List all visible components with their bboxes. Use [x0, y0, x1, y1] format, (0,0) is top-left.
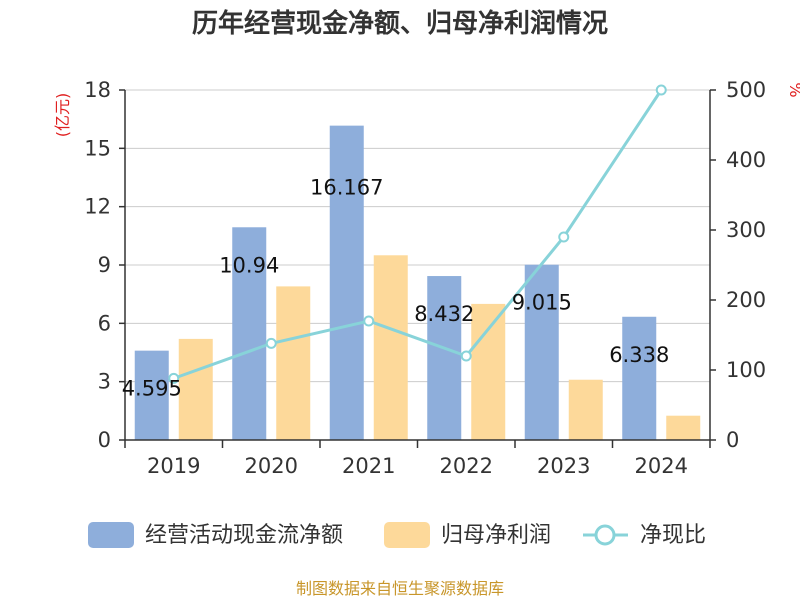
- data-label-cash-flow: 6.338: [609, 343, 669, 367]
- right-tick-label: 500: [726, 78, 766, 102]
- data-label-cash-flow: 9.015: [512, 291, 572, 315]
- bar-net-profit: [276, 286, 311, 440]
- bar-net-profit: [373, 255, 408, 440]
- bar-net-profit: [666, 415, 701, 440]
- legend-label-ratio: 净现比: [640, 523, 706, 548]
- left-tick-label: 0: [98, 428, 111, 452]
- x-tick-label: 2024: [635, 454, 688, 478]
- left-tick-label: 6: [98, 311, 111, 335]
- ratio-point: [558, 231, 570, 243]
- x-tick-label: 2023: [537, 454, 590, 478]
- axes: 0 3 6 9 12 15 18 0 100 200 300 400 500 2019 2020 2021 20…: [84, 78, 766, 478]
- bar-net-profit: [178, 338, 213, 440]
- bar-cash-flow: [427, 276, 462, 440]
- right-tick-label: 400: [726, 148, 766, 172]
- bar-cash-flow: [329, 125, 364, 441]
- bar-cash-flow: [134, 350, 169, 440]
- ratio-line: [168, 84, 667, 384]
- legend-label-cash-flow: 经营活动现金流净额: [145, 523, 343, 548]
- ratio-point: [168, 372, 180, 384]
- bars: [134, 125, 701, 441]
- data-label-cash-flow: 16.167: [310, 176, 383, 200]
- bar-net-profit: [471, 303, 506, 440]
- data-label-cash-flow: 8.432: [414, 302, 474, 326]
- right-axis-unit: %: [786, 82, 800, 97]
- ratio-line-path: [173, 89, 663, 380]
- legend-label-net-profit: 归母净利润: [441, 523, 551, 548]
- source-note: 制图数据来自恒生聚源数据库: [296, 579, 504, 598]
- left-axis-unit: (亿元): [53, 93, 72, 138]
- data-labels: 4.595 10.94 16.167 8.432 9.015 6.338: [122, 176, 670, 401]
- legend-marker-ratio: [594, 524, 616, 546]
- x-tick-label: 2019: [147, 454, 200, 478]
- ratio-point: [265, 337, 277, 349]
- ratio-point: [655, 84, 667, 96]
- right-tick-label: 0: [726, 428, 739, 452]
- ratio-point: [460, 350, 472, 362]
- legend-swatch-net-profit: [384, 522, 430, 548]
- gridlines: [125, 89, 710, 383]
- left-tick-label: 15: [84, 136, 111, 160]
- left-tick-label: 9: [98, 253, 111, 277]
- data-label-cash-flow: 4.595: [122, 377, 182, 401]
- left-tick-label: 18: [84, 78, 111, 102]
- bar-cash-flow: [232, 227, 267, 440]
- chart-title: 历年经营现金净额、归母净利润情况: [192, 8, 608, 39]
- left-tick-label: 12: [84, 195, 111, 219]
- x-tick-label: 2022: [440, 454, 493, 478]
- x-tick-label: 2020: [245, 454, 298, 478]
- right-tick-label: 200: [726, 288, 766, 312]
- ratio-point: [363, 315, 375, 327]
- right-tick-label: 100: [726, 358, 766, 382]
- legend-swatch-cash-flow: [88, 522, 134, 548]
- legend: 经营活动现金流净额 归母净利润 净现比: [88, 522, 706, 548]
- x-tick-label: 2021: [342, 454, 395, 478]
- data-label-cash-flow: 10.94: [219, 253, 279, 277]
- left-tick-label: 3: [98, 370, 111, 394]
- bar-cash-flow: [524, 264, 559, 440]
- bar-net-profit: [568, 379, 603, 440]
- right-tick-label: 300: [726, 218, 766, 242]
- bar-cash-flow: [622, 316, 657, 440]
